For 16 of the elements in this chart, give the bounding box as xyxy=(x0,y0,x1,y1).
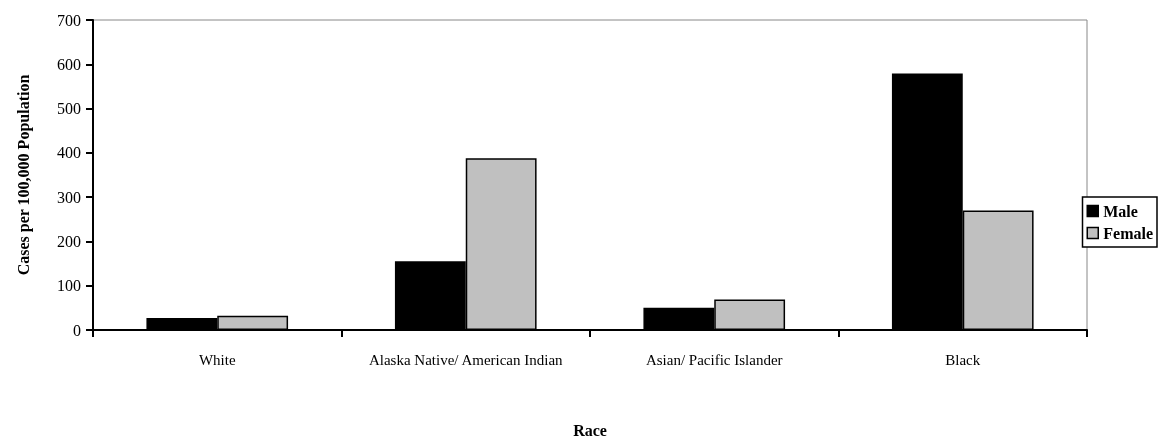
y-tick-label: 300 xyxy=(57,188,81,206)
y-tick-label: 0 xyxy=(73,321,81,339)
y-tick-label: 400 xyxy=(57,144,81,162)
y-tick-label: 100 xyxy=(57,277,81,295)
legend-label: Female xyxy=(1103,224,1153,242)
x-tick-label: Black xyxy=(945,351,981,368)
x-tick-label: Alaska Native/ American Indian xyxy=(368,351,564,368)
y-tick-label: 500 xyxy=(57,100,81,118)
y-tick-label: 200 xyxy=(57,232,81,250)
x-tick-label: Asian/ Pacific Islander xyxy=(645,351,783,368)
legend-label: Male xyxy=(1103,202,1138,220)
x-tick-label: White xyxy=(198,351,236,368)
y-axis-title: Cases per 100,000 Population xyxy=(14,74,33,276)
y-tick-label: 700 xyxy=(57,11,81,29)
y-tick-label: 600 xyxy=(57,55,81,73)
x-axis-title: Race xyxy=(573,421,607,439)
